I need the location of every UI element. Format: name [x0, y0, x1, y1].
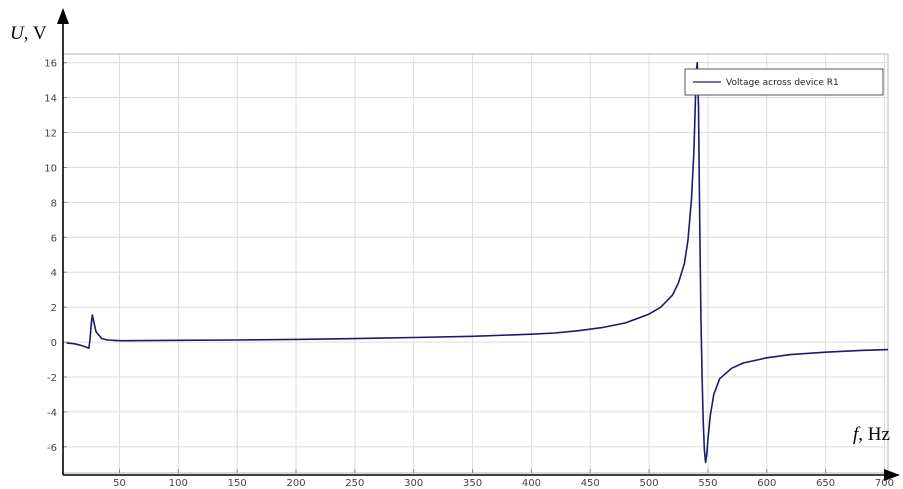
y-tick-label: 4: [51, 268, 57, 279]
x-axis-unit: , Hz: [858, 424, 890, 445]
y-tick-label: 16: [44, 59, 57, 70]
x-tick-label: 150: [228, 478, 247, 489]
x-axis-arrow-icon: [884, 469, 900, 481]
y-tick-label: 8: [51, 198, 57, 209]
y-tick-label: -4: [47, 408, 57, 419]
y-tick-label: 0: [51, 338, 57, 349]
y-tick-label: 2: [51, 303, 57, 314]
y-tick-label: -2: [47, 373, 57, 384]
y-tick-label: 6: [51, 233, 57, 244]
grid: [63, 54, 888, 473]
x-tick-label: 250: [345, 478, 364, 489]
x-tick-label: 300: [404, 478, 423, 489]
x-tick-label: 600: [757, 478, 776, 489]
x-tick-label: 350: [463, 478, 482, 489]
x-tick-label: 700: [875, 478, 894, 489]
x-axis-ticks: 50 100 150 200 250 300 350 400 450 500 550 600 650 70…: [113, 469, 894, 489]
series-line: [66, 61, 889, 464]
x-tick-label: 450: [581, 478, 600, 489]
x-axis-title: f, Hz: [853, 424, 890, 445]
legend: Voltage across device R1: [684, 68, 884, 96]
y-axis-unit: , V: [24, 23, 47, 44]
y-axis-variable: U: [10, 23, 25, 44]
y-tick-label: -6: [47, 443, 57, 454]
x-tick-label: 400: [522, 478, 541, 489]
x-tick-label: 50: [113, 478, 126, 489]
x-tick-label: 650: [816, 478, 835, 489]
y-tick-label: 14: [44, 94, 57, 105]
y-axis-title: U, V: [10, 23, 47, 44]
series-layer: [66, 61, 889, 464]
plot-background: [62, 53, 889, 474]
x-tick-label: 500: [640, 478, 659, 489]
x-tick-label: 100: [169, 478, 188, 489]
x-tick-label: 200: [286, 478, 305, 489]
y-tick-label: 10: [44, 163, 57, 174]
x-tick-label: 550: [698, 478, 717, 489]
y-tick-label: 12: [44, 129, 57, 140]
legend-label: Voltage across device R1: [726, 78, 839, 88]
x-axis-variable: f: [853, 424, 861, 445]
y-axis-ticks: -6 -4 -2 0 2 4 6 8 10 12 14 16: [44, 59, 67, 454]
y-axis-arrow-icon: [57, 8, 69, 24]
